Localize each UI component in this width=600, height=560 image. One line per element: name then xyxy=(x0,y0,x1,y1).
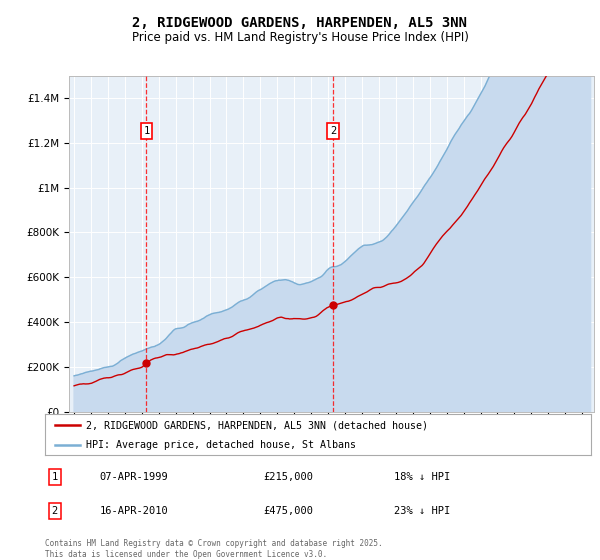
Text: £215,000: £215,000 xyxy=(263,472,313,482)
Text: 2, RIDGEWOOD GARDENS, HARPENDEN, AL5 3NN (detached house): 2, RIDGEWOOD GARDENS, HARPENDEN, AL5 3NN… xyxy=(86,421,428,430)
Text: 1: 1 xyxy=(143,126,149,136)
Text: HPI: Average price, detached house, St Albans: HPI: Average price, detached house, St A… xyxy=(86,440,356,450)
Text: Price paid vs. HM Land Registry's House Price Index (HPI): Price paid vs. HM Land Registry's House … xyxy=(131,31,469,44)
Text: 16-APR-2010: 16-APR-2010 xyxy=(100,506,169,516)
Text: Contains HM Land Registry data © Crown copyright and database right 2025.
This d: Contains HM Land Registry data © Crown c… xyxy=(45,539,383,559)
Text: £475,000: £475,000 xyxy=(263,506,313,516)
Text: 23% ↓ HPI: 23% ↓ HPI xyxy=(394,506,451,516)
Text: 07-APR-1999: 07-APR-1999 xyxy=(100,472,169,482)
Text: 1: 1 xyxy=(52,472,58,482)
Text: 2: 2 xyxy=(52,506,58,516)
Text: 2, RIDGEWOOD GARDENS, HARPENDEN, AL5 3NN: 2, RIDGEWOOD GARDENS, HARPENDEN, AL5 3NN xyxy=(133,16,467,30)
Text: 18% ↓ HPI: 18% ↓ HPI xyxy=(394,472,451,482)
Text: 2: 2 xyxy=(330,126,336,136)
